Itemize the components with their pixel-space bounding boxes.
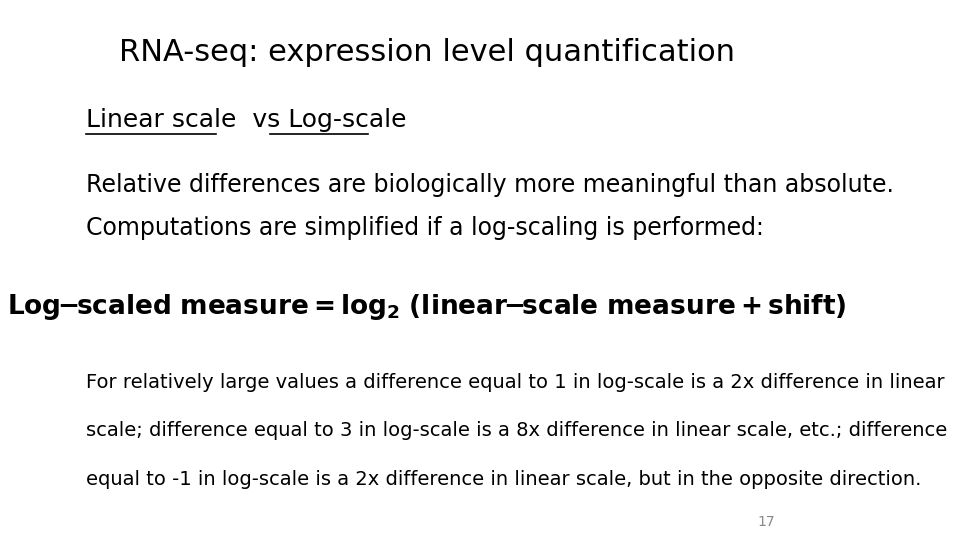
Text: scale; difference equal to 3 in log-scale is a 8x difference in linear scale, et: scale; difference equal to 3 in log-scal… <box>85 421 947 440</box>
Text: $\mathbf{Log\!\!-\!\!scaled\ measure = log_2\ (linear\!\!-\!\!scale\ measure + s: $\mathbf{Log\!\!-\!\!scaled\ measure = l… <box>7 292 847 322</box>
Text: Computations are simplified if a log-scaling is performed:: Computations are simplified if a log-sca… <box>85 216 763 240</box>
Text: RNA-seq: expression level quantification: RNA-seq: expression level quantification <box>119 38 734 67</box>
Text: Relative differences are biologically more meaningful than absolute.: Relative differences are biologically mo… <box>85 173 894 197</box>
Text: Linear scale  vs Log-scale: Linear scale vs Log-scale <box>85 108 406 132</box>
Text: For relatively large values a difference equal to 1 in log-scale is a 2x differe: For relatively large values a difference… <box>85 373 945 392</box>
Text: equal to -1 in log-scale is a 2x difference in linear scale, but in the opposite: equal to -1 in log-scale is a 2x differe… <box>85 470 921 489</box>
Text: 17: 17 <box>757 515 776 529</box>
